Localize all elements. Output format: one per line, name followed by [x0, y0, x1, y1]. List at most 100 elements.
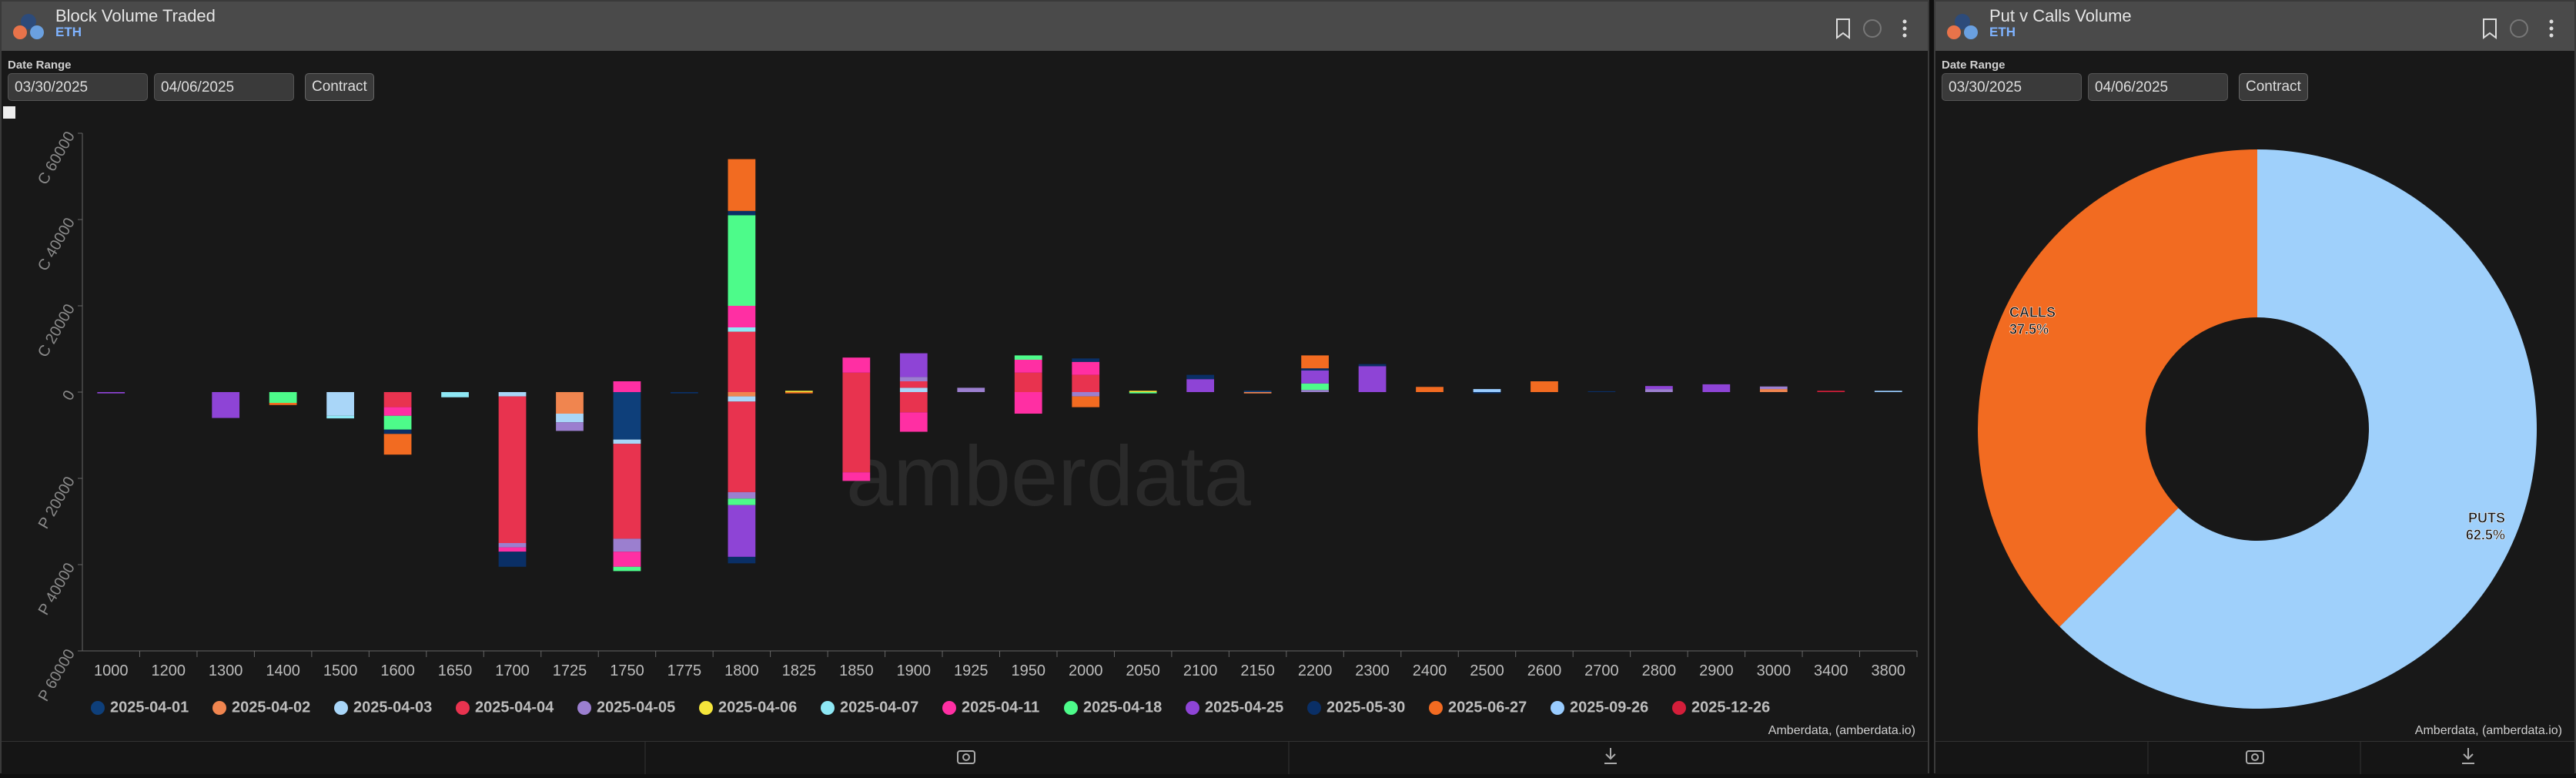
download-icon[interactable]: [1604, 748, 1617, 764]
legend-label[interactable]: 2025-04-02: [232, 699, 310, 716]
bar-segment[interactable]: [728, 215, 756, 306]
bar-segment[interactable]: [1014, 355, 1042, 360]
bar-segment[interactable]: [842, 392, 871, 473]
bar-segment[interactable]: [269, 392, 297, 403]
bar-segment[interactable]: [728, 556, 756, 564]
bar-segment[interactable]: [785, 391, 813, 392]
bar-segment[interactable]: [728, 396, 756, 402]
bar-segment[interactable]: [842, 472, 871, 481]
legend-marker[interactable]: [212, 701, 226, 715]
bar-segment[interactable]: [1243, 391, 1272, 392]
legend-marker[interactable]: [91, 701, 105, 715]
legend-label[interactable]: 2025-04-06: [718, 699, 797, 716]
bar-segment[interactable]: [613, 566, 641, 572]
bar-segment[interactable]: [556, 422, 584, 431]
bar-segment[interactable]: [613, 444, 641, 539]
bar-segment[interactable]: [1186, 379, 1215, 392]
bar-segment[interactable]: [498, 552, 527, 567]
bar-segment[interactable]: [1301, 355, 1329, 369]
bar-segment[interactable]: [498, 396, 527, 543]
legend-label[interactable]: 2025-04-11: [962, 699, 1039, 716]
bar-segment[interactable]: [899, 353, 928, 377]
bar-segment[interactable]: [1645, 389, 1673, 392]
bar-segment[interactable]: [1014, 392, 1042, 414]
bar-segment[interactable]: [1358, 366, 1387, 392]
legend-marker[interactable]: [334, 701, 348, 715]
bar-segment[interactable]: [957, 387, 985, 392]
bar-segment[interactable]: [1301, 371, 1329, 384]
bar-segment[interactable]: [556, 414, 584, 423]
bar-segment[interactable]: [728, 505, 756, 557]
bar-segment[interactable]: [728, 491, 756, 499]
bar-segment[interactable]: [326, 392, 354, 416]
legend-marker[interactable]: [699, 701, 713, 715]
bar-segment[interactable]: [383, 415, 412, 430]
bar-segment[interactable]: [1301, 390, 1329, 392]
bar-segment[interactable]: [1473, 389, 1501, 392]
legend-marker[interactable]: [1064, 701, 1078, 715]
bar-segment[interactable]: [1072, 361, 1100, 375]
legend-marker[interactable]: [1186, 701, 1199, 715]
end-date-input[interactable]: 04/06/2025: [2088, 73, 2228, 101]
legend-marker[interactable]: [942, 701, 956, 715]
contract-button[interactable]: Contract: [305, 73, 374, 101]
bar-segment[interactable]: [1416, 387, 1444, 392]
contract-button[interactable]: Contract: [2239, 73, 2308, 101]
bar-segment[interactable]: [1759, 389, 1788, 392]
bar-segment[interactable]: [1358, 364, 1387, 367]
bar-segment[interactable]: [899, 381, 928, 388]
bar-segment[interactable]: [1129, 392, 1157, 394]
bar-segment[interactable]: [498, 543, 527, 548]
legend-marker[interactable]: [577, 701, 591, 715]
legend-label[interactable]: 2025-04-25: [1205, 699, 1283, 716]
bar-segment[interactable]: [613, 538, 641, 552]
bar-segment[interactable]: [556, 392, 584, 414]
donut-slice[interactable]: [2059, 149, 2537, 709]
bar-segment[interactable]: [899, 412, 928, 432]
bar-segment[interactable]: [269, 403, 297, 405]
end-date-input[interactable]: 04/06/2025: [154, 73, 294, 101]
bar-segment[interactable]: [1072, 396, 1100, 407]
info-icon[interactable]: [1863, 19, 1882, 38]
bar-segment[interactable]: [842, 372, 871, 392]
bar-segment[interactable]: [383, 429, 412, 434]
legend-label[interactable]: 2025-12-26: [1691, 699, 1770, 716]
bar-segment[interactable]: [326, 415, 354, 419]
legend-marker[interactable]: [456, 701, 470, 715]
bar-segment[interactable]: [785, 392, 813, 394]
bar-segment[interactable]: [671, 392, 698, 394]
bar-segment[interactable]: [1243, 392, 1272, 394]
legend-label[interactable]: 2025-04-07: [840, 699, 918, 716]
bar-segment[interactable]: [212, 392, 240, 418]
bar-segment[interactable]: [1072, 358, 1100, 362]
bar-segment[interactable]: [1072, 392, 1100, 397]
bar-segment[interactable]: [1759, 386, 1788, 390]
bar-segment[interactable]: [613, 552, 641, 567]
legend-marker[interactable]: [1307, 701, 1321, 715]
bar-segment[interactable]: [1301, 383, 1329, 391]
start-date-input[interactable]: 03/30/2025: [8, 73, 148, 101]
legend-label[interactable]: 2025-04-03: [353, 699, 432, 716]
bar-segment[interactable]: [441, 392, 469, 397]
bar-segment[interactable]: [1702, 384, 1731, 392]
bar-segment[interactable]: [613, 392, 641, 440]
camera-icon[interactable]: [2246, 750, 2264, 764]
bar-segment[interactable]: [728, 401, 756, 492]
bar-segment[interactable]: [728, 392, 756, 397]
bar-segment[interactable]: [1186, 374, 1215, 380]
bar-segment[interactable]: [1874, 391, 1902, 392]
bar-segment[interactable]: [498, 392, 527, 397]
legend-marker[interactable]: [1429, 701, 1443, 715]
camera-icon[interactable]: [957, 750, 975, 764]
bar-segment[interactable]: [1531, 381, 1558, 392]
bar-segment[interactable]: [899, 377, 928, 381]
bar-segment[interactable]: [899, 387, 928, 392]
bar-segment[interactable]: [842, 357, 871, 373]
legend-marker[interactable]: [1672, 701, 1686, 715]
bar-segment[interactable]: [613, 439, 641, 444]
legend-label[interactable]: 2025-06-27: [1448, 699, 1527, 716]
bar-segment[interactable]: [1587, 391, 1616, 392]
bookmark-icon[interactable]: [1836, 18, 1850, 39]
legend-marker[interactable]: [821, 701, 835, 715]
bar-segment[interactable]: [1072, 374, 1100, 392]
